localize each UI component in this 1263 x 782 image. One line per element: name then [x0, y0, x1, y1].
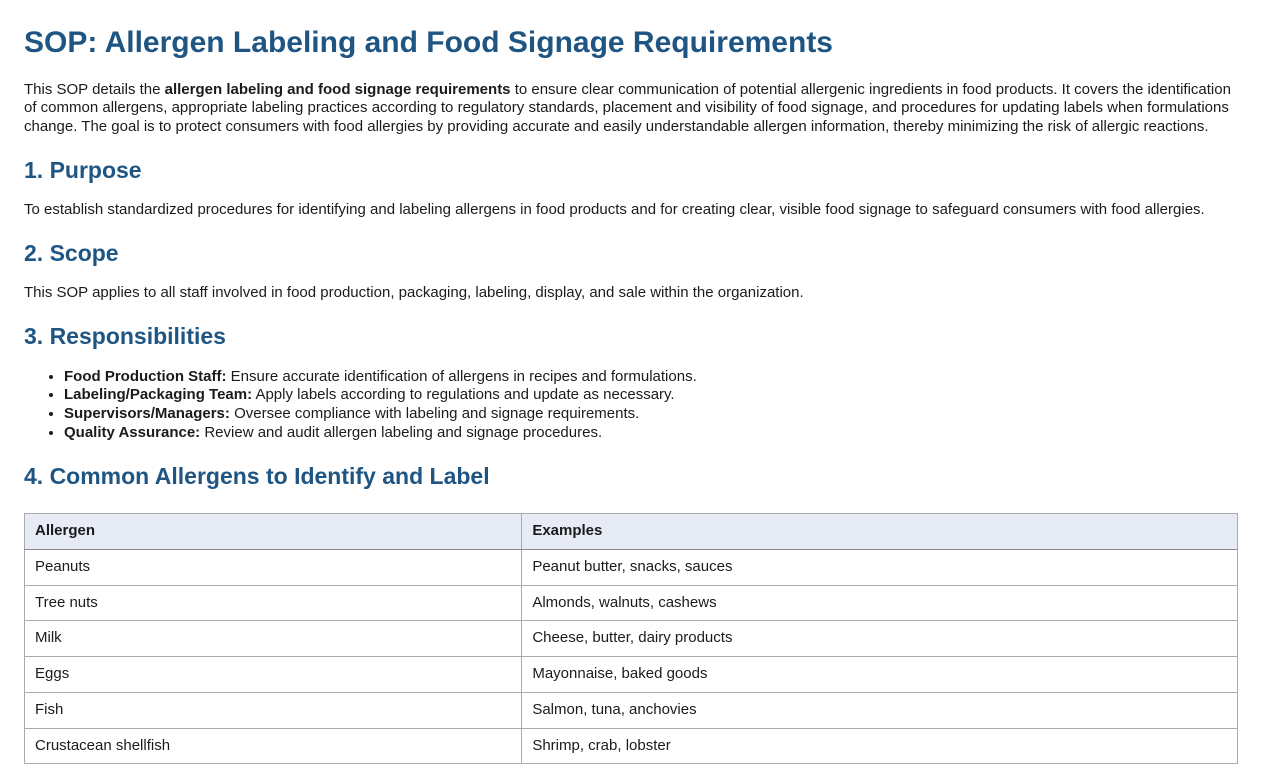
list-item-label: Quality Assurance: — [64, 423, 201, 441]
list-item: Food Production Staff: Ensure accurate i… — [64, 368, 1238, 387]
section-heading-purpose: 1. Purpose — [24, 156, 142, 183]
list-item-label: Supervisors/Managers: — [64, 405, 230, 423]
allergen-cell: Milk — [23, 620, 523, 657]
intro-paragraph: This SOP details the allergen labeling a… — [24, 81, 1238, 137]
section-heading-responsibilities: 3. Responsibilities — [24, 323, 226, 350]
intro-text-pre: This SOP details the — [24, 80, 165, 98]
table-row: Fish Salmon, tuna, anchovies — [23, 691, 1238, 729]
allergen-column-header: Allergen — [23, 513, 523, 550]
purpose-paragraph: To establish standardized procedures for… — [24, 201, 1205, 219]
page-title: SOP: Allergen Labeling and Food Signage … — [24, 26, 833, 59]
list-item: Labeling/Packaging Team: Apply labels ac… — [64, 386, 1238, 405]
list-item-label: Food Production Staff: — [64, 367, 227, 385]
allergen-cell: Crustacean shellfish — [23, 727, 523, 765]
section-heading-allergens: 4. Common Allergens to Identify and Labe… — [24, 462, 490, 489]
list-item-text: Apply labels according to regulations an… — [252, 386, 675, 404]
table-header-row: Allergen Examples — [23, 513, 1238, 550]
list-item-text: Oversee compliance with labeling and sig… — [229, 405, 640, 423]
table-row: Eggs Mayonnaise, baked goods — [23, 656, 1238, 693]
intro-text-post: to ensure clear communication of potenti… — [24, 80, 1231, 136]
allergen-cell: Eggs — [23, 656, 523, 693]
intro-text-bold: allergen labeling and food signage requi… — [164, 80, 511, 98]
table-row: Peanuts Peanut butter, snacks, sauces — [23, 548, 1238, 586]
list-item-label: Labeling/Packaging Team: — [64, 386, 253, 404]
list-item: Quality Assurance: Review and audit alle… — [64, 424, 1238, 443]
examples-cell: Peanut butter, snacks, sauces — [521, 548, 1238, 586]
examples-cell: Almonds, walnuts, cashews — [521, 584, 1238, 622]
examples-cell: Shrimp, crab, lobster — [521, 727, 1238, 765]
allergen-table: Allergen Examples Peanuts Peanut butter,… — [23, 513, 1238, 765]
section-heading-scope: 2. Scope — [24, 239, 119, 266]
table-row: Milk Cheese, butter, dairy products — [23, 620, 1238, 657]
list-item: Supervisors/Managers: Oversee compliance… — [64, 405, 1238, 424]
scope-paragraph: This SOP applies to all staff involved i… — [24, 284, 804, 302]
examples-cell: Mayonnaise, baked goods — [521, 656, 1238, 693]
list-item-text: Review and audit allergen labeling and s… — [200, 423, 603, 441]
list-item-text: Ensure accurate identification of allerg… — [226, 367, 697, 385]
table-row: Crustacean shellfish Shrimp, crab, lobst… — [23, 727, 1238, 765]
examples-cell: Salmon, tuna, anchovies — [521, 691, 1238, 729]
examples-column-header: Examples — [521, 513, 1238, 550]
allergen-cell: Peanuts — [23, 548, 523, 586]
allergen-cell: Fish — [23, 691, 523, 729]
allergen-cell: Tree nuts — [23, 584, 523, 622]
table-row: Tree nuts Almonds, walnuts, cashews — [23, 584, 1238, 622]
responsibilities-list: Food Production Staff: Ensure accurate i… — [24, 368, 1238, 443]
examples-cell: Cheese, butter, dairy products — [521, 620, 1238, 657]
